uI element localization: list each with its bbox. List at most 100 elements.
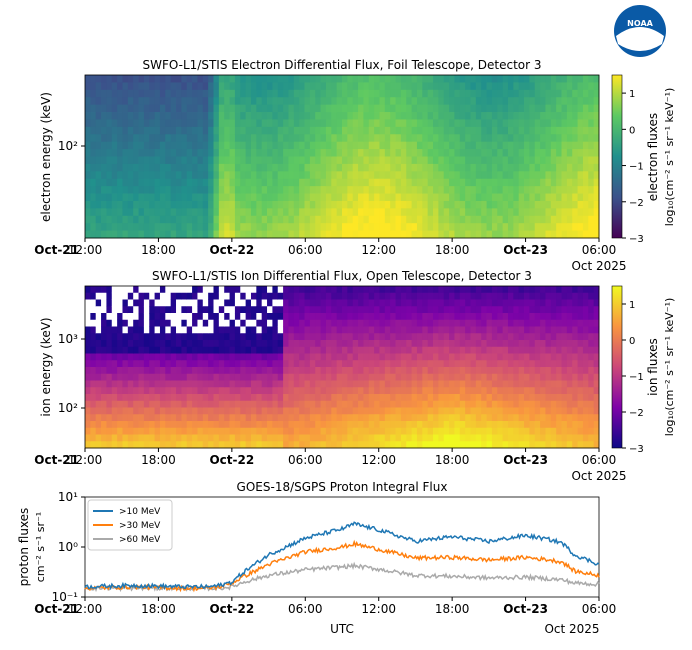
electron-heatmap-cell	[374, 186, 380, 194]
electron-heatmap-cell	[277, 193, 284, 202]
electron-heatmap-cell	[550, 141, 557, 150]
electron-heatmap-cell	[90, 141, 97, 150]
ion-heatmap-cell	[347, 333, 354, 341]
electron-heatmap-cell	[572, 97, 578, 106]
electron-heatmap-cell	[459, 149, 466, 157]
electron-heatmap-cell	[170, 82, 177, 91]
electron-heatmap-cell	[411, 223, 418, 231]
electron-heatmap-cell	[454, 193, 461, 202]
ion-heatmap-cell	[106, 373, 113, 381]
electron-heatmap-cell	[422, 223, 429, 231]
ion-heatmap-cell	[459, 367, 466, 375]
electron-heatmap-cell	[218, 193, 225, 202]
electron-heatmap-cell	[427, 223, 434, 231]
ion-heatmap-cell	[368, 434, 375, 442]
electron-heatmap-cell	[556, 119, 562, 128]
electron-heatmap-cell	[438, 163, 445, 172]
electron-heatmap-cell	[416, 149, 423, 157]
electron-heatmap-cell	[582, 141, 589, 150]
electron-heatmap-cell	[165, 104, 172, 113]
electron-heatmap-cell	[400, 215, 407, 224]
ion-heatmap-cell	[438, 394, 445, 402]
ion-heatmap-cell	[577, 400, 584, 408]
electron-heatmap-cell	[416, 97, 423, 106]
electron-heatmap-cell	[95, 186, 102, 194]
electron-heatmap-cell	[465, 104, 471, 113]
ion-heatmap-cell	[224, 427, 230, 435]
ion-heatmap-cell	[582, 380, 589, 388]
ion-heatmap-cell	[395, 346, 402, 354]
ion-heatmap-cell	[159, 373, 166, 381]
electron-heatmap-cell	[347, 186, 354, 194]
electron-heatmap-cell	[438, 141, 445, 150]
electron-heatmap-cell	[342, 193, 348, 202]
electron-heatmap-cell	[234, 193, 241, 202]
ion-heatmap-cell	[288, 313, 295, 321]
electron-heatmap-cell	[502, 119, 509, 128]
electron-heatmap-cell	[502, 215, 509, 224]
electron-heatmap-cell	[352, 186, 359, 194]
electron-heatmap-cell	[101, 208, 107, 217]
electron-heatmap-cell	[240, 97, 247, 106]
ion-heatmap-cell	[176, 373, 182, 381]
electron-chart-title: SWFO-L1/STIS Electron Differential Flux,…	[142, 58, 541, 72]
electron-heatmap-cell	[524, 230, 530, 239]
electron-heatmap-cell	[342, 89, 348, 98]
electron-heatmap-cell	[582, 126, 589, 135]
electron-heatmap-cell	[422, 171, 429, 180]
electron-heatmap-cell	[502, 149, 509, 157]
electron-heatmap-cell	[218, 104, 225, 113]
electron-heatmap-cell	[186, 215, 193, 224]
ion-heatmap-cell	[540, 299, 546, 307]
ion-heatmap-cell	[261, 400, 268, 408]
electron-heatmap-cell	[250, 215, 257, 224]
electron-heatmap-cell	[170, 134, 177, 143]
ion-heatmap-cell	[384, 421, 391, 429]
ion-heatmap-cell	[143, 387, 150, 395]
ion-heatmap-cell	[411, 346, 418, 354]
ion-heatmap-cell	[256, 333, 263, 341]
ion-heatmap-cell	[534, 326, 541, 334]
electron-heatmap-cell	[513, 112, 520, 120]
ion-heatmap-cell	[395, 421, 402, 429]
electron-heatmap-cell	[143, 104, 150, 113]
ion-heatmap-cell	[475, 360, 482, 368]
ion-heatmap-cell	[465, 292, 471, 300]
ion-heatmap-cell	[465, 400, 471, 408]
electron-heatmap-cell	[95, 163, 102, 172]
ion-heatmap-cell	[588, 360, 595, 368]
ion-heatmap-cell	[309, 340, 316, 348]
electron-heatmap-cell	[347, 104, 354, 113]
ion-heatmap-cell	[406, 326, 412, 334]
ion-heatmap-cell	[117, 367, 123, 375]
electron-heatmap-cell	[491, 97, 498, 106]
ion-heatmap-cell	[133, 394, 139, 402]
electron-heatmap-cell	[524, 208, 530, 217]
electron-heatmap-cell	[427, 82, 434, 91]
electron-heatmap-cell	[186, 141, 193, 150]
electron-heatmap-cell	[572, 82, 578, 91]
electron-heatmap-cell	[545, 112, 552, 120]
ion-heatmap-cell	[245, 367, 252, 375]
ion-heatmap-cell	[379, 313, 386, 321]
electron-heatmap-cell	[443, 193, 450, 202]
electron-heatmap-cell	[416, 171, 423, 180]
electron-heatmap-cell	[299, 149, 305, 157]
electron-heatmap-cell	[331, 163, 338, 172]
ion-heatmap-cell	[454, 333, 461, 341]
ion-heatmap-cell	[111, 380, 118, 388]
electron-heatmap-cell	[90, 156, 97, 165]
ion-heatmap-cell	[352, 346, 359, 354]
electron-heatmap-cell	[470, 208, 477, 217]
electron-heatmap-cell	[283, 104, 289, 113]
electron-heatmap-cell	[422, 156, 429, 165]
electron-heatmap-cell	[267, 119, 273, 128]
ion-heatmap-cell	[309, 441, 316, 449]
ion-heatmap-cell	[593, 326, 600, 334]
electron-heatmap-cell	[582, 200, 589, 209]
ion-heatmap-cell	[577, 286, 584, 294]
ion-heatmap-cell	[277, 441, 284, 449]
electron-heatmap-cell	[176, 82, 182, 91]
electron-heatmap-cell	[384, 223, 391, 231]
electron-heatmap-cell	[336, 104, 343, 113]
